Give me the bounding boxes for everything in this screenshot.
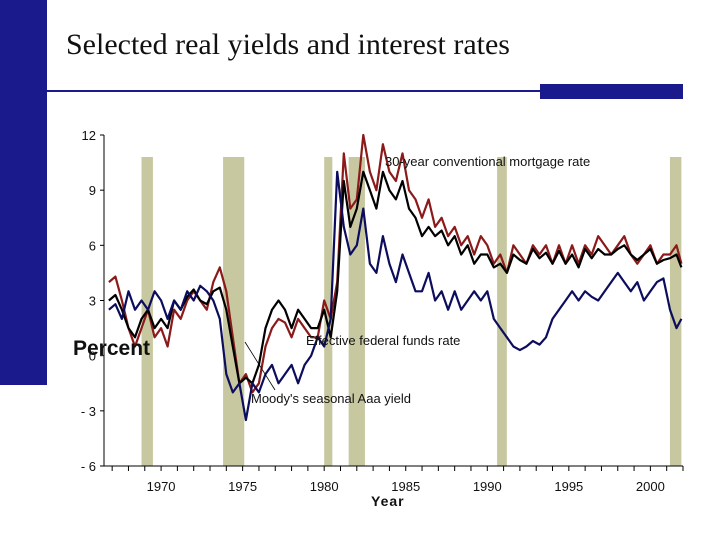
recession-band-4 xyxy=(497,157,507,466)
y-tick-label: - 3 xyxy=(81,404,96,419)
series-lines xyxy=(108,133,683,422)
x-tick-label: 1990 xyxy=(473,479,502,494)
y-tick-label: 12 xyxy=(82,128,96,143)
y-tick-label: 0 xyxy=(89,349,96,364)
x-tick-label: 2000 xyxy=(636,479,665,494)
title-underline xyxy=(30,90,540,92)
recession-band-1 xyxy=(223,157,245,466)
x-tick-label: 1995 xyxy=(554,479,583,494)
x-tick-label: 1985 xyxy=(391,479,420,494)
y-tick-label: 9 xyxy=(89,183,96,198)
y-tick-label: 3 xyxy=(89,294,96,309)
recession-band-3 xyxy=(348,157,365,466)
y-axis-ticks: 12 9 6 3 0 - 3 - 6 xyxy=(81,128,104,474)
aaa-yield-line xyxy=(108,170,683,385)
x-tick-label: 1970 xyxy=(147,479,176,494)
y-axis-label: Percent xyxy=(73,337,150,360)
mortgage-rate-line xyxy=(108,133,683,394)
x-tick-label: 1975 xyxy=(228,479,257,494)
y-tick-label: 6 xyxy=(89,238,96,253)
x-axis-ticks: 1970 1975 1980 1985 1990 1995 2000 xyxy=(111,466,684,494)
fed-funds-rate-line xyxy=(108,170,683,422)
title-underline-block xyxy=(540,84,683,99)
x-tick-label: 1980 xyxy=(310,479,339,494)
recession-band-5 xyxy=(669,157,682,466)
slide-title: Selected real yields and interest rates xyxy=(66,28,510,61)
annotations: 30-year conventional mortgage rate Effec… xyxy=(244,154,590,406)
recession-shading xyxy=(141,157,682,466)
y-tick-label: - 6 xyxy=(81,459,96,474)
left-accent-bar xyxy=(0,0,47,385)
annotation-aaa-leader xyxy=(244,341,276,391)
annotation-mortgage-rate: 30-year conventional mortgage rate xyxy=(385,154,590,169)
annotation-aaa-yield: Moody's seasonal Aaa yield xyxy=(251,391,411,406)
x-axis-label: Year xyxy=(371,493,405,509)
annotation-fed-funds-rate: Effective federal funds rate xyxy=(306,333,460,348)
